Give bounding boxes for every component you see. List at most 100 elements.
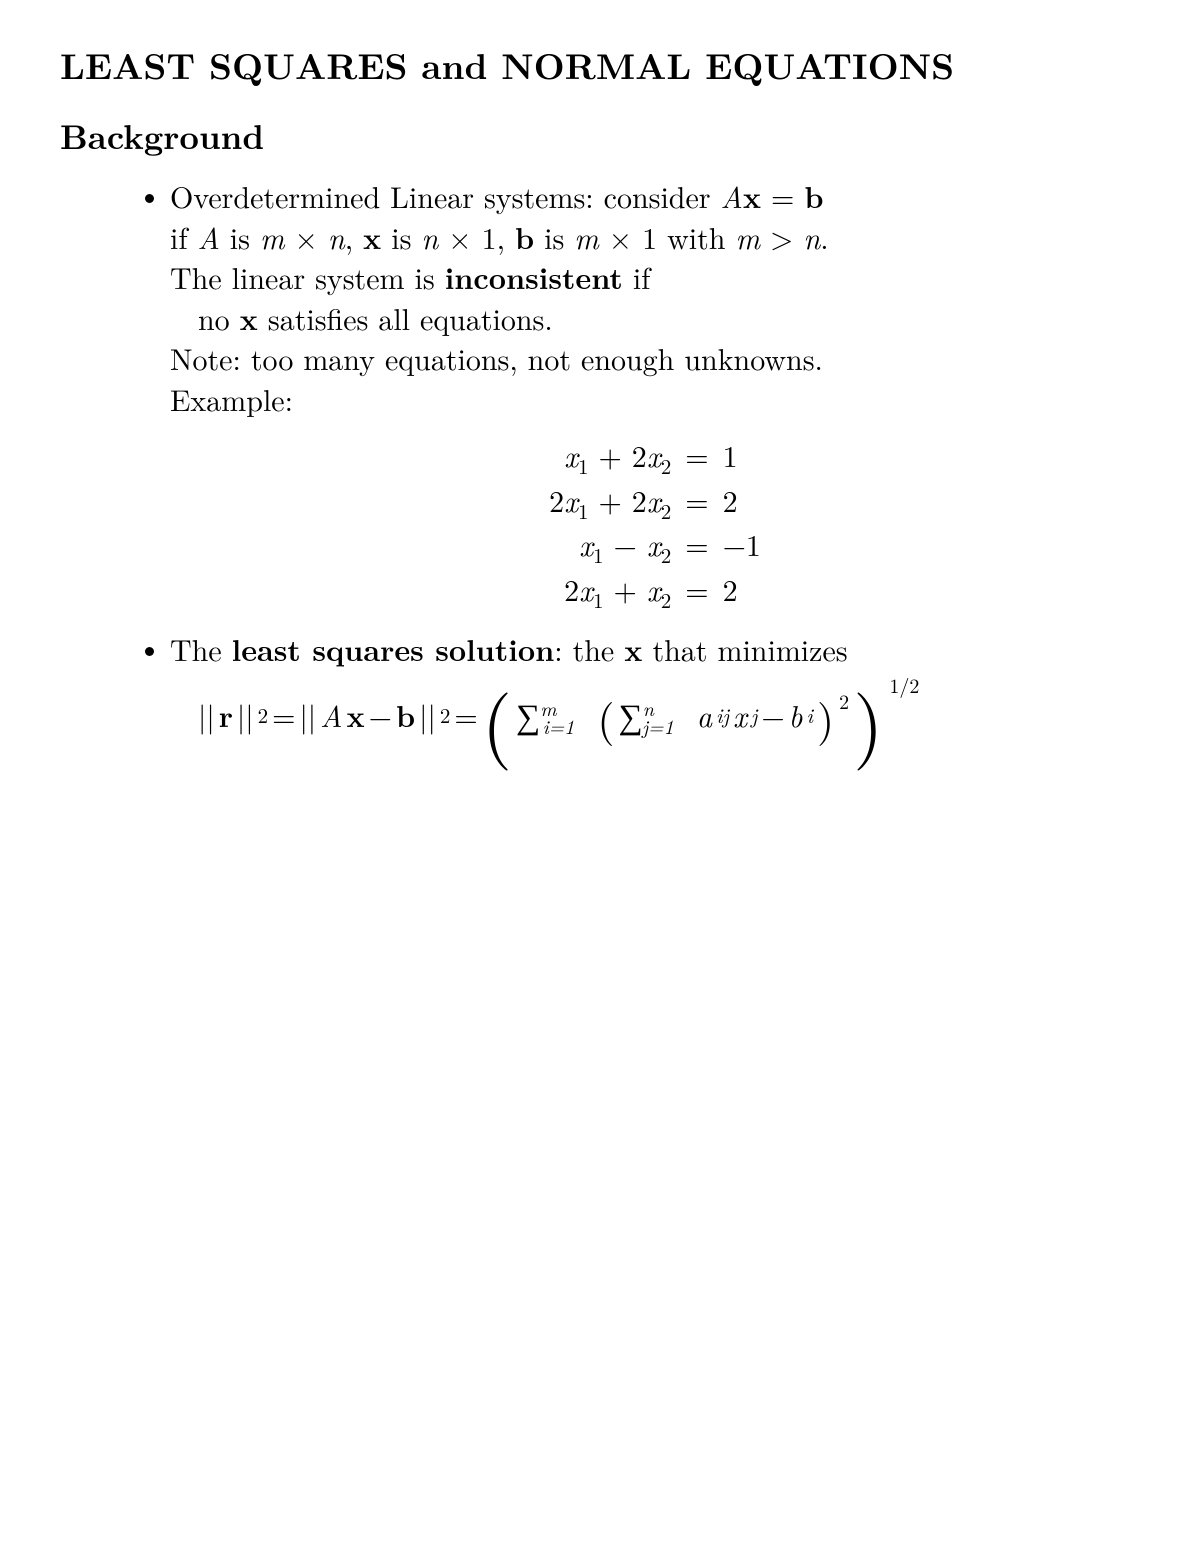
- sub: 1: [593, 585, 604, 615]
- sub: i=1: [543, 711, 575, 740]
- text: is: [220, 215, 260, 258]
- sub: 1: [578, 496, 589, 526]
- sub: j: [751, 700, 757, 730]
- var: x: [564, 433, 578, 476]
- text: >: [760, 215, 803, 258]
- bars: ||: [299, 695, 316, 736]
- var-x: x: [733, 695, 747, 736]
- rhs: −1: [717, 522, 761, 567]
- var-m: m: [574, 215, 599, 258]
- var-n: n: [803, 215, 820, 258]
- text: Overdetermined Linear systems: consider: [170, 174, 721, 217]
- var-b: b: [804, 174, 823, 217]
- sub: 2: [661, 585, 672, 615]
- minus: −: [761, 695, 784, 736]
- sub: 2: [661, 451, 672, 481]
- eq: =: [454, 695, 477, 736]
- line-2: if A is m × n, x is n × 1, b is m × 1 wi…: [170, 217, 1140, 258]
- var: x: [579, 522, 593, 565]
- text: satisfies all equations.: [258, 296, 553, 339]
- sigma-icon: ∑: [516, 692, 540, 738]
- text-bold: inconsistent: [445, 255, 623, 298]
- op: + 2: [588, 478, 646, 521]
- text: The: [170, 627, 232, 670]
- coef: 2: [564, 567, 579, 610]
- eq-row: 2x1 + x2 = 2: [549, 567, 761, 612]
- var: x: [647, 478, 661, 521]
- text: The linear system is: [170, 255, 445, 298]
- var: x: [564, 478, 578, 521]
- lparen-mid: (: [597, 695, 614, 739]
- var: x: [647, 567, 661, 610]
- text: if: [170, 215, 198, 258]
- var-r: r: [219, 695, 233, 736]
- sub: 2: [661, 496, 672, 526]
- rhs: 2: [717, 567, 761, 612]
- text: × 1 with: [599, 215, 736, 258]
- var-A: A: [320, 695, 342, 736]
- line-1: Overdetermined Linear systems: consider …: [170, 176, 1140, 217]
- var-b: b: [396, 695, 415, 736]
- lparen-big: (: [482, 680, 512, 758]
- text: =: [761, 174, 804, 217]
- line-5: Note: too many equations, not enough unk…: [170, 338, 1140, 379]
- var-x: x: [346, 695, 364, 736]
- var-b: b: [789, 695, 803, 736]
- eq: =: [272, 695, 295, 736]
- equation-system: x1 + 2x2 = 1 2x1 + 2x2 = 2 x1 − x2 = −1: [170, 433, 1140, 611]
- inner-sum: ∑nj=1: [619, 692, 674, 738]
- section-heading: Background: [60, 113, 1140, 159]
- text: ,: [345, 215, 363, 258]
- sub: 2: [661, 540, 672, 570]
- var: x: [647, 522, 661, 565]
- aligned-equations: x1 + 2x2 = 1 2x1 + 2x2 = 2 x1 − x2 = −1: [549, 433, 761, 611]
- line-4: no x satisfies all equations.: [198, 298, 1140, 339]
- op: +: [603, 567, 646, 610]
- page: LEAST SQUARES and NORMAL EQUATIONS Backg…: [0, 0, 1200, 1553]
- var-a: a: [697, 695, 712, 736]
- op: + 2: [588, 433, 646, 476]
- text: is: [381, 215, 421, 258]
- text: that minimizes: [642, 627, 847, 670]
- eq-sym: =: [677, 433, 716, 478]
- coef: 2: [549, 478, 564, 521]
- pow-half: 1/2: [889, 671, 919, 698]
- bullet-item-2: The least squares solution: the x that m…: [170, 629, 1140, 754]
- sub: ij: [716, 700, 729, 730]
- outer-sum: ∑mi=1: [516, 692, 574, 738]
- text: .: [820, 215, 828, 258]
- sub: i: [806, 700, 812, 730]
- var: x: [579, 567, 593, 610]
- norm-equation: ||r||2 = ||Ax − b||2 = ( ∑mi=1 ( ∑nj=1 a…: [198, 676, 919, 754]
- minus: −: [369, 695, 392, 736]
- line-1: The least squares solution: the x that m…: [170, 629, 1140, 670]
- eq-row: x1 − x2 = −1: [549, 522, 761, 567]
- eq-row: x1 + 2x2 = 1: [549, 433, 761, 478]
- page-title: LEAST SQUARES and NORMAL EQUATIONS: [60, 40, 1140, 89]
- pow2: 2: [839, 687, 849, 714]
- rparen-mid: ): [817, 695, 834, 739]
- var-m: m: [260, 215, 285, 258]
- bars: ||: [419, 695, 436, 736]
- rhs: 2: [717, 478, 761, 523]
- var-x: x: [743, 174, 761, 217]
- sub: 1: [593, 540, 604, 570]
- var-A: A: [198, 215, 220, 258]
- var-x: x: [624, 627, 642, 670]
- var-m: m: [735, 215, 760, 258]
- text: : the: [554, 627, 624, 670]
- eq-row: 2x1 + 2x2 = 2: [549, 478, 761, 523]
- eq-sym: =: [677, 522, 716, 567]
- bars: ||: [237, 695, 254, 736]
- line-6: Example:: [170, 379, 1140, 420]
- eq-sym: =: [677, 567, 716, 612]
- var-n: n: [328, 215, 345, 258]
- text: × 1,: [438, 215, 515, 258]
- sub: 1: [578, 451, 589, 481]
- bars: ||: [198, 695, 215, 736]
- sub: j=1: [642, 711, 674, 740]
- text: ×: [285, 215, 328, 258]
- var-A: A: [721, 174, 743, 217]
- rhs: 1: [717, 433, 761, 478]
- var-n: n: [421, 215, 438, 258]
